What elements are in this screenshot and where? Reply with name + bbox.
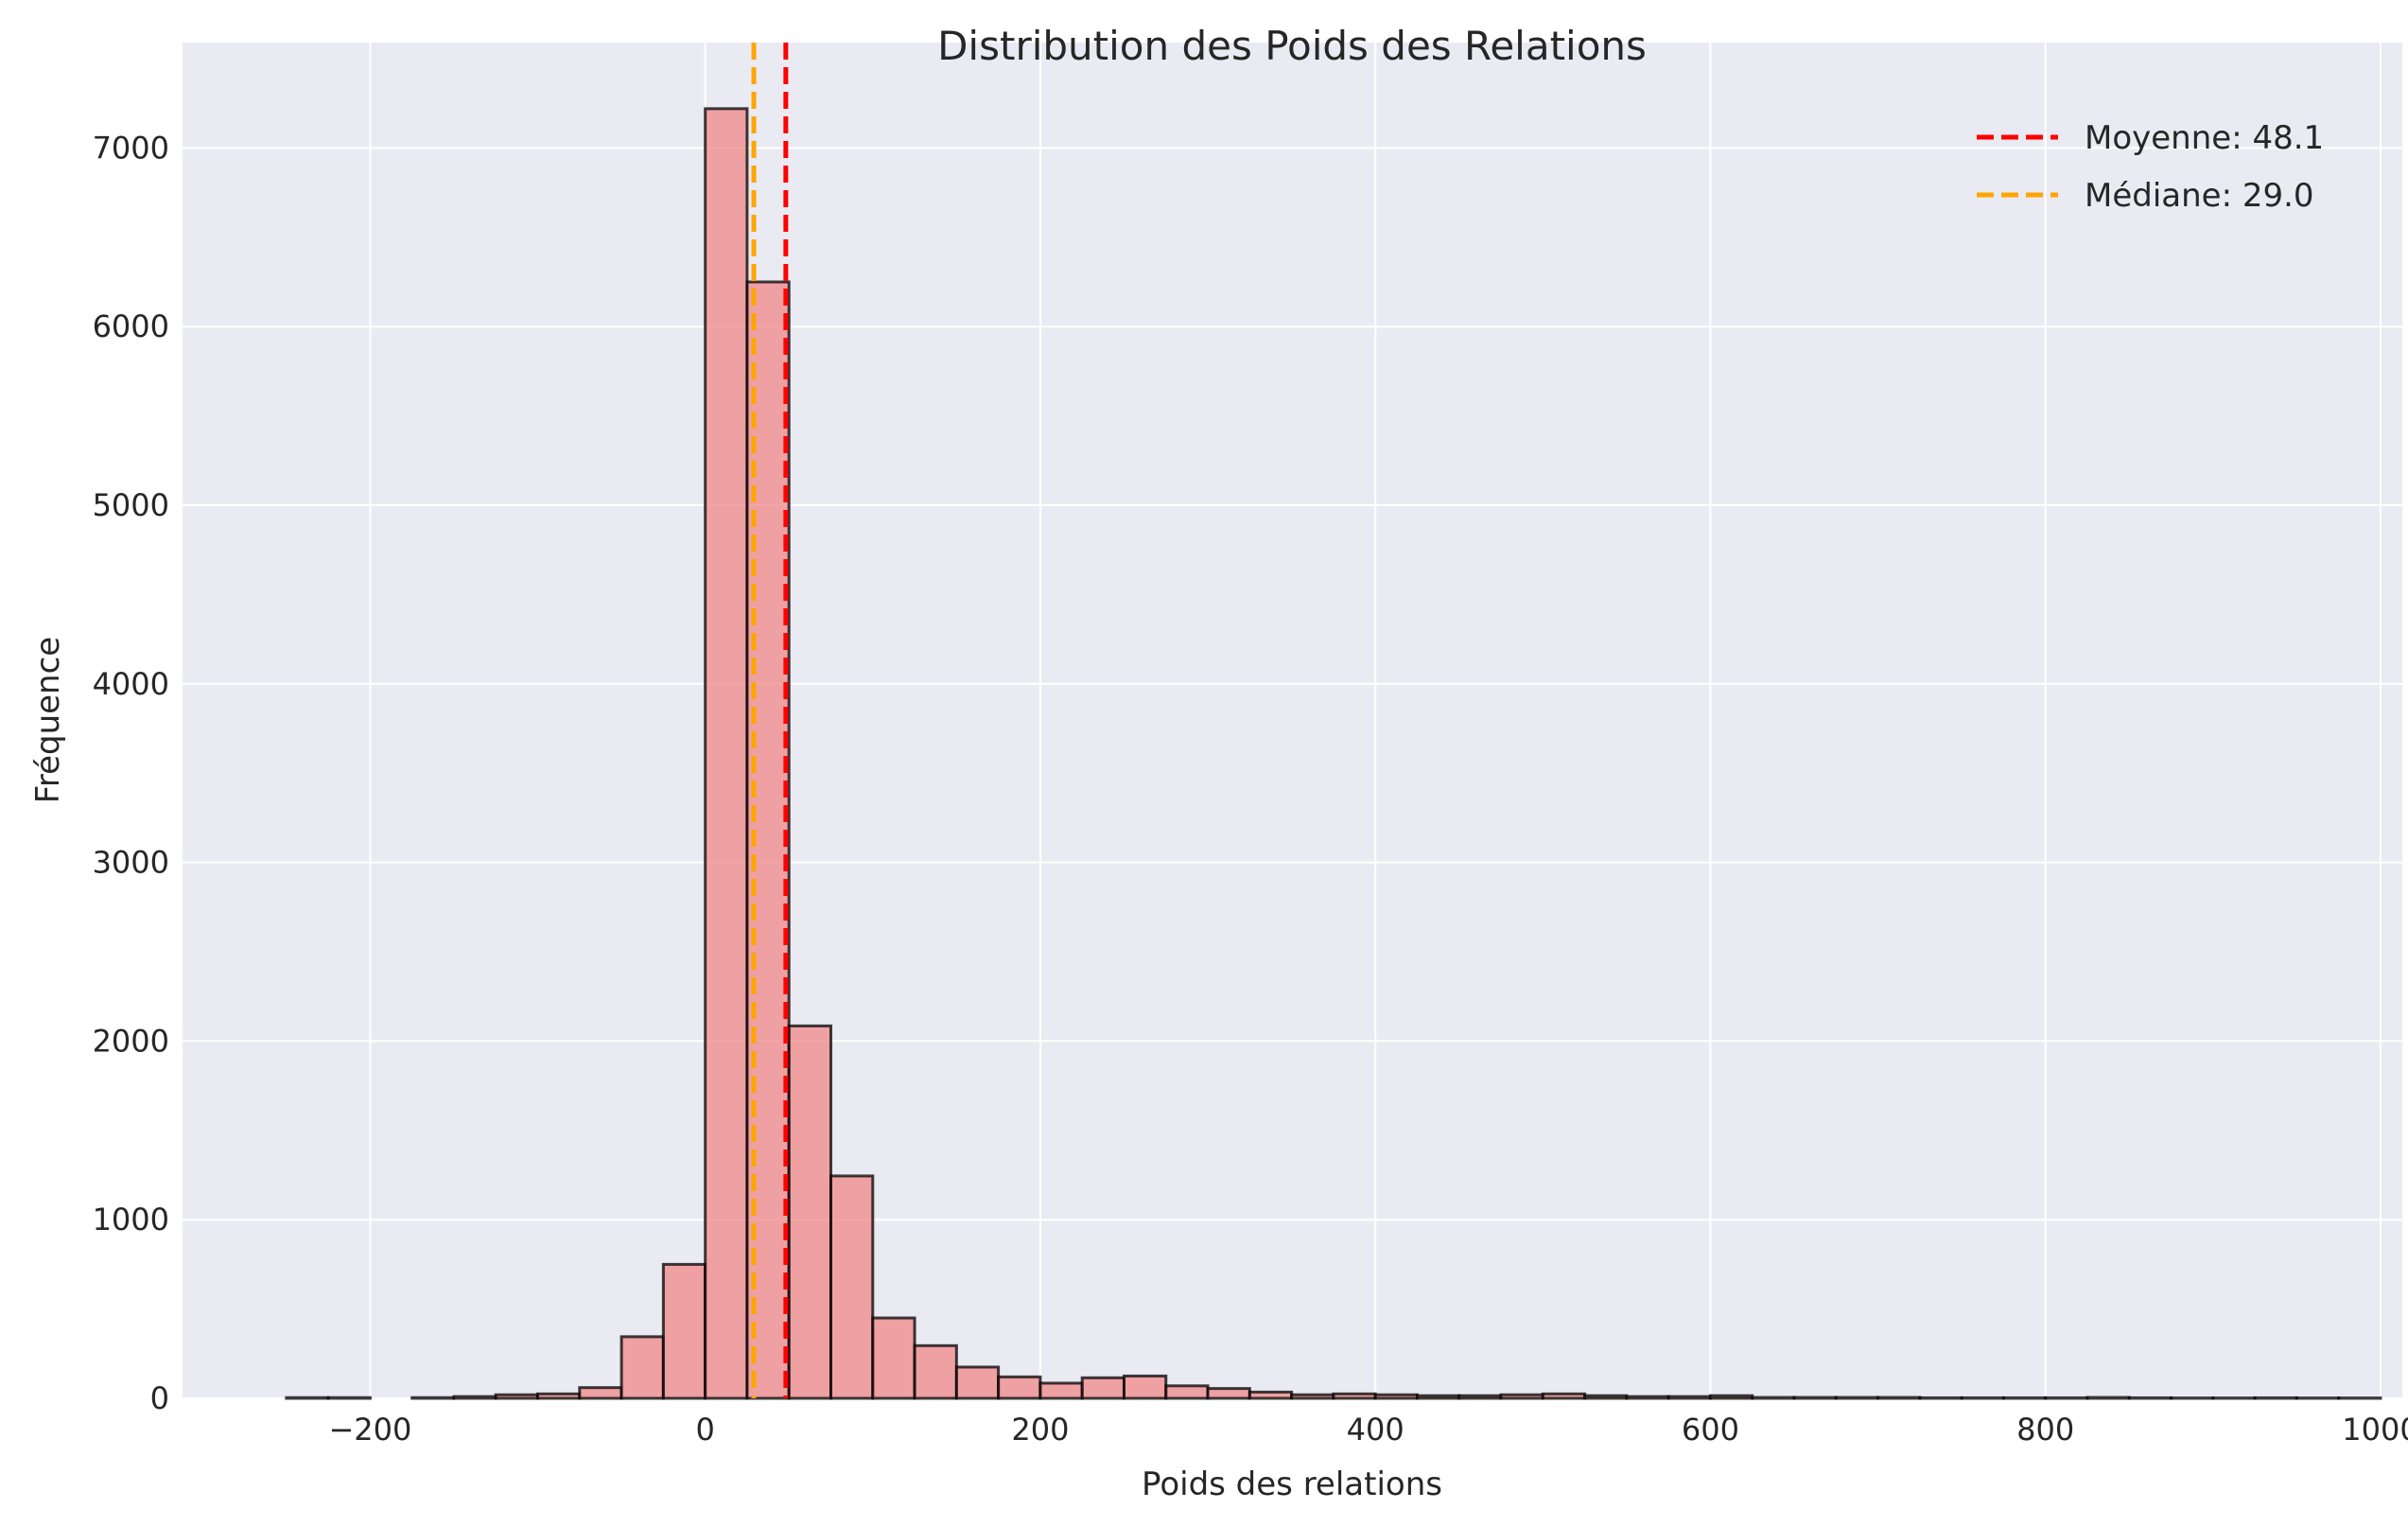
- histogram-bar: [1876, 1395, 1922, 1400]
- x-tick-label: 200: [1011, 1412, 1069, 1448]
- histogram-bar: [1918, 1395, 1963, 1400]
- y-tick-label: 3000: [93, 845, 169, 881]
- x-axis-ticks: −200 0 200 400 600 800 1000: [328, 1412, 2408, 1448]
- chart-title: Distribution des Poids des Relations: [937, 23, 1647, 69]
- histogram-bar: [1080, 1376, 1125, 1400]
- x-tick-label: −200: [328, 1412, 411, 1448]
- histogram-bar: [1751, 1395, 1796, 1400]
- histogram-bar: [410, 1395, 456, 1400]
- histogram-bar: [1792, 1395, 1838, 1400]
- reference-lines: [751, 43, 789, 1398]
- x-tick-label: 1000: [2342, 1412, 2408, 1448]
- histogram-bar: [2001, 1395, 2048, 1400]
- histogram-bar: [1708, 1394, 1754, 1400]
- plot-background: [183, 43, 2402, 1398]
- y-tick-label: 4000: [93, 666, 169, 702]
- y-tick-label: 5000: [93, 487, 169, 523]
- histogram-bar: [1290, 1393, 1335, 1400]
- y-tick-label: 0: [150, 1380, 169, 1416]
- grid: [183, 43, 2402, 1399]
- histogram-bar: [1206, 1387, 1251, 1400]
- histogram-bar: [2044, 1395, 2089, 1400]
- histogram-bar: [1960, 1395, 2005, 1400]
- histogram-bar: [913, 1343, 958, 1400]
- histogram-bar: [704, 107, 749, 1400]
- histogram-bar: [1834, 1395, 1880, 1400]
- histogram-bar: [1625, 1395, 1670, 1400]
- legend: Moyenne: 48.1 Médiane: 29.0: [1977, 119, 2324, 215]
- x-tick-label: 400: [1347, 1412, 1405, 1448]
- histogram-bar: [494, 1393, 540, 1400]
- histogram-bar: [1122, 1374, 1168, 1400]
- histogram-bar: [661, 1262, 707, 1400]
- histogram-bar: [1415, 1394, 1461, 1400]
- histogram-bar: [326, 1395, 372, 1400]
- histogram-bar: [1164, 1384, 1210, 1400]
- x-tick-label: 0: [695, 1412, 714, 1448]
- legend-label: Médiane: 29.0: [2085, 177, 2314, 215]
- y-tick-label: 2000: [93, 1023, 169, 1059]
- histogram-bar: [2253, 1395, 2298, 1400]
- legend-label: Moyenne: 48.1: [2085, 119, 2324, 157]
- histogram-bar: [1038, 1381, 1084, 1400]
- histogram-bar: [1457, 1394, 1503, 1400]
- y-axis-label: Fréquence: [29, 637, 67, 803]
- histogram-bar: [787, 1024, 833, 1400]
- histogram-bar: [1248, 1390, 1294, 1400]
- histogram-bar: [1666, 1395, 1712, 1400]
- x-axis-label: Poids des relations: [1142, 1466, 1442, 1503]
- histogram-bar: [871, 1316, 916, 1400]
- histogram-bar: [2085, 1395, 2131, 1400]
- histogram-bar: [954, 1365, 1001, 1400]
- histogram-bar: [997, 1375, 1042, 1400]
- histogram-bar: [452, 1395, 497, 1400]
- histogram-bar: [829, 1174, 875, 1400]
- histogram-bar: [578, 1386, 623, 1400]
- histogram-bar: [1583, 1394, 1629, 1400]
- x-tick-label: 800: [2016, 1412, 2074, 1448]
- histogram-bar: [619, 1335, 665, 1400]
- histogram-bar: [1373, 1393, 1419, 1400]
- histogram-bar: [2127, 1395, 2173, 1400]
- y-tick-label: 1000: [93, 1202, 169, 1237]
- histogram-bar: [1499, 1393, 1544, 1400]
- y-axis-ticks: 0 1000 2000 3000 4000 5000 6000 7000: [93, 130, 169, 1416]
- histogram-bar: [536, 1392, 582, 1400]
- histogram-bar: [1541, 1392, 1587, 1400]
- y-tick-label: 6000: [93, 308, 169, 344]
- y-tick-label: 7000: [93, 130, 169, 166]
- histogram-bars: [285, 107, 2382, 1400]
- x-tick-label: 600: [1682, 1412, 1739, 1448]
- histogram-bar: [285, 1395, 330, 1400]
- histogram-bar: [1332, 1392, 1377, 1400]
